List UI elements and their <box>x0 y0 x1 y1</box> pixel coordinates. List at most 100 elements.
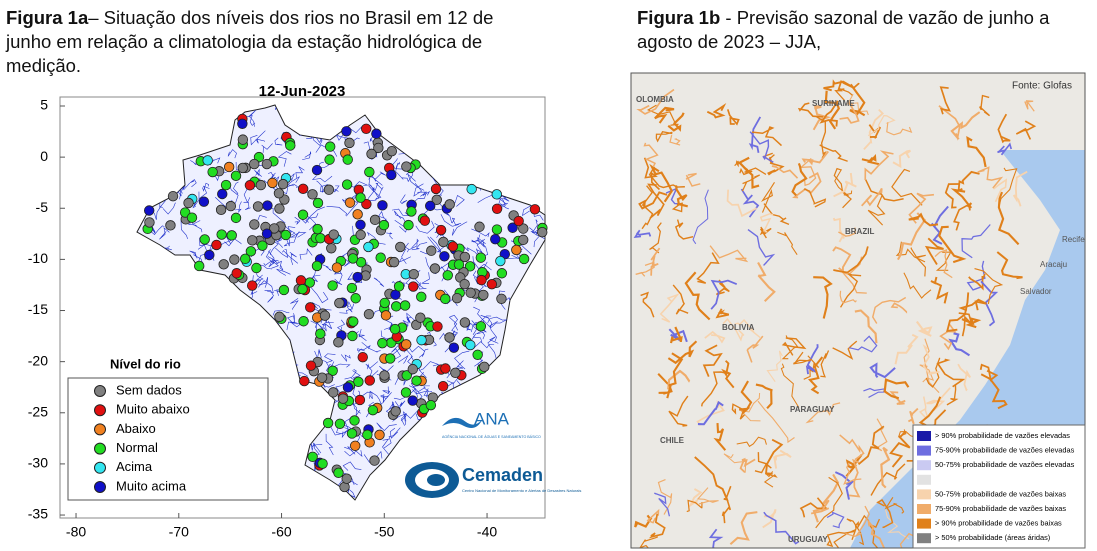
forecast-river <box>864 179 904 202</box>
river <box>440 214 459 227</box>
river <box>189 179 197 188</box>
station <box>355 219 366 230</box>
cemaden-subtitle: Centro Nacional de Monitoramento e Alert… <box>462 488 581 493</box>
river <box>310 442 322 454</box>
station <box>341 179 353 190</box>
river <box>295 166 305 179</box>
river <box>401 168 414 183</box>
station <box>373 142 384 154</box>
station <box>474 221 485 232</box>
forecast-river <box>650 247 661 276</box>
place-label: PARAGUAY <box>790 405 835 414</box>
station <box>230 212 242 224</box>
legend-label: Muito abaixo <box>116 402 190 417</box>
forecast-river <box>847 94 869 116</box>
legend-marker <box>94 442 106 455</box>
forecast-river <box>997 191 1020 246</box>
station <box>391 301 402 312</box>
forecast-river <box>890 302 908 314</box>
river <box>499 202 510 210</box>
y-tick-label: -5 <box>36 199 49 215</box>
river <box>344 446 356 455</box>
forecast-river <box>863 109 884 150</box>
forecast-river <box>823 79 855 92</box>
station <box>179 207 191 218</box>
forecast-river <box>957 363 971 392</box>
forecast-river <box>979 363 999 382</box>
station <box>278 284 290 296</box>
forecast-river <box>939 324 957 351</box>
river <box>472 256 492 271</box>
forecast-river <box>646 104 679 126</box>
station <box>453 259 465 270</box>
forecast-river <box>739 380 753 414</box>
river <box>276 268 291 276</box>
station <box>459 278 470 290</box>
river <box>274 137 283 146</box>
station <box>347 330 358 342</box>
y-tick-label: 5 <box>40 97 48 113</box>
forecast-river <box>813 276 833 319</box>
river <box>357 348 365 352</box>
station <box>479 361 490 373</box>
station <box>472 349 483 360</box>
station <box>202 155 213 166</box>
forecast-river <box>924 237 944 266</box>
river <box>279 183 298 194</box>
forecast-river <box>763 511 800 545</box>
river <box>418 348 429 358</box>
station <box>331 262 343 273</box>
forecast-river <box>803 355 820 380</box>
river <box>346 301 353 313</box>
forecast-river <box>867 195 886 226</box>
station <box>341 473 352 484</box>
station <box>299 375 310 387</box>
forecast-river <box>643 157 661 191</box>
legend-marker <box>94 423 106 436</box>
forecast-river <box>635 261 655 277</box>
forecast-river <box>702 344 723 377</box>
station <box>411 375 422 386</box>
forecast-river <box>871 296 907 324</box>
station <box>400 339 412 350</box>
river <box>451 217 462 226</box>
station <box>385 353 396 364</box>
legend-marker <box>94 481 106 493</box>
forecast-river <box>966 136 987 168</box>
station <box>350 440 361 451</box>
station <box>274 203 285 214</box>
river <box>272 310 290 316</box>
forecast-river <box>910 247 927 277</box>
river <box>321 264 332 271</box>
station <box>341 126 352 137</box>
forecast-river <box>715 308 730 319</box>
river <box>344 259 352 267</box>
forecast-river <box>781 337 807 356</box>
place-label: Recife <box>1062 235 1085 244</box>
river <box>265 249 275 265</box>
station <box>430 183 442 195</box>
station <box>486 278 498 290</box>
river <box>471 228 490 238</box>
station <box>416 291 427 303</box>
river <box>227 149 237 159</box>
forecast-river <box>936 358 966 388</box>
forecast-river <box>883 378 910 400</box>
forecast-river <box>815 476 843 529</box>
river <box>471 234 481 245</box>
river <box>369 390 383 405</box>
station <box>354 394 366 406</box>
forecast-river <box>846 518 865 546</box>
station <box>317 458 328 469</box>
forecast-river <box>930 276 949 304</box>
forecast-river <box>648 513 666 539</box>
forecast-river <box>974 267 1004 305</box>
forecast-river <box>908 192 935 224</box>
river <box>350 181 369 188</box>
forecast-river <box>674 219 694 240</box>
forecast-river <box>706 102 727 119</box>
river <box>423 385 433 393</box>
station <box>496 268 508 279</box>
forecast-river <box>837 80 860 91</box>
station <box>377 337 388 349</box>
